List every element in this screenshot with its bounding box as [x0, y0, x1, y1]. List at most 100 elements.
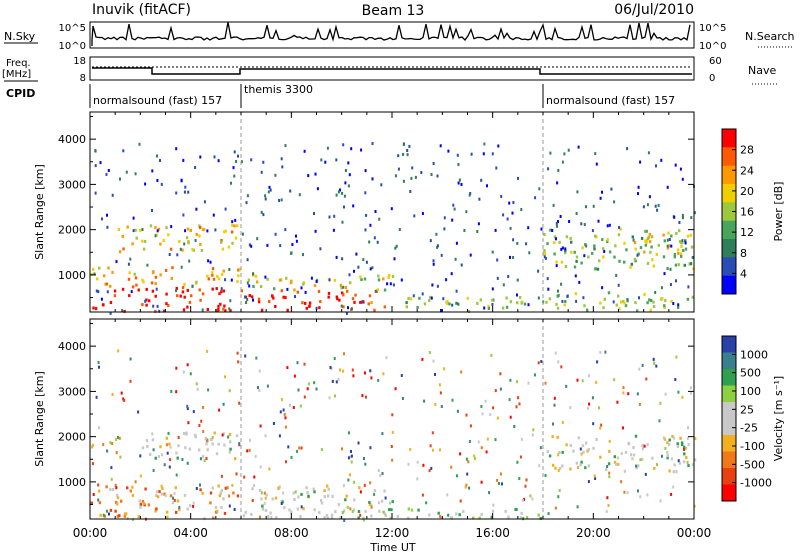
range-gate-cell	[608, 439, 611, 443]
range-gate-cell	[300, 286, 303, 290]
range-gate-cell	[314, 229, 317, 233]
range-gate-cell	[389, 516, 392, 520]
range-gate-cell	[361, 300, 364, 304]
range-gate-cell	[164, 268, 168, 272]
freq-frame	[89, 56, 695, 81]
range-gate-cell	[299, 404, 302, 408]
range-gate-cell	[460, 370, 463, 374]
range-gate-cell	[465, 457, 468, 461]
range-gate-cell	[516, 301, 519, 305]
range-gate-cell	[416, 306, 419, 309]
range-gate-cell	[205, 442, 208, 446]
range-gate-cell	[192, 501, 195, 505]
range-gate-cell	[129, 257, 132, 261]
range-gate-cell	[176, 499, 180, 503]
range-gate-cell	[687, 285, 690, 289]
nsky-tick-bottom: 10^0	[59, 41, 86, 52]
range-gate-cell	[354, 293, 357, 297]
range-gate-cell	[680, 244, 683, 248]
range-gate-cell	[430, 173, 433, 176]
range-gate-cell	[496, 478, 499, 482]
range-gate-cell	[252, 285, 255, 288]
range-gate-cell	[682, 249, 685, 252]
colorbar-swatch	[722, 165, 736, 185]
y-axis-title: Slant Range [km]	[33, 371, 46, 467]
range-gate-cell	[642, 205, 645, 209]
range-gate-cell	[182, 308, 186, 312]
range-gate-cell	[113, 289, 117, 293]
range-gate-cell	[348, 173, 351, 177]
range-gate-cell	[680, 254, 683, 258]
range-gate-cell	[246, 194, 249, 198]
range-gate-cell	[232, 491, 235, 495]
range-gate-cell	[650, 235, 654, 239]
range-gate-cell	[597, 219, 600, 223]
range-gate-cell	[262, 213, 265, 217]
range-gate-cell	[544, 381, 547, 385]
range-gate-cell	[275, 516, 278, 520]
range-gate-cell	[648, 232, 652, 236]
range-gate-cell	[644, 239, 647, 243]
range-gate-cell	[227, 245, 231, 249]
range-gate-cell	[331, 379, 334, 383]
range-gate-cell	[186, 461, 189, 465]
range-gate-cell	[264, 197, 267, 201]
range-gate-cell	[547, 287, 550, 291]
range-gate-cell	[199, 483, 201, 487]
range-gate-cell	[343, 352, 345, 356]
range-gate-cell	[643, 292, 646, 296]
station-title: Inuvik (fitACF)	[92, 2, 191, 18]
range-gate-cell	[374, 210, 377, 213]
range-gate-cell	[414, 175, 417, 179]
range-gate-cell	[119, 177, 121, 181]
range-gate-cell	[570, 240, 573, 244]
nsky-tick-top: 10^5	[59, 23, 86, 34]
range-gate-cell	[481, 412, 484, 416]
range-gate-cell	[323, 495, 326, 499]
range-gate-cell	[655, 164, 657, 168]
range-gate-cell	[607, 504, 610, 507]
range-gate-cell	[491, 298, 494, 302]
range-gate-cell	[687, 464, 690, 468]
range-gate-cell	[199, 298, 202, 302]
range-gate-cell	[439, 448, 441, 452]
range-gate-cell	[443, 367, 446, 371]
range-gate-cell	[320, 499, 322, 502]
range-gate-cell	[160, 182, 163, 186]
range-gate-cell	[385, 356, 388, 360]
colorbar-swatch	[722, 275, 736, 295]
range-gate-cell	[653, 466, 656, 470]
range-gate-cell	[585, 244, 588, 248]
range-gate-cell	[624, 450, 628, 454]
range-gate-cell	[335, 255, 338, 259]
range-gate-cell	[206, 229, 209, 233]
range-gate-cell	[465, 485, 467, 489]
range-gate-cell	[313, 490, 316, 494]
range-gate-cell	[292, 491, 295, 495]
range-gate-cell	[152, 304, 155, 308]
range-gate-cell	[468, 440, 471, 443]
range-gate-cell	[106, 225, 109, 229]
range-gate-cell	[632, 453, 636, 457]
range-gate-cell	[615, 462, 618, 466]
range-gate-cell	[436, 244, 439, 248]
range-gate-cell	[203, 459, 206, 463]
range-gate-cell	[605, 510, 608, 513]
range-gate-cell	[537, 269, 540, 273]
panel-frame	[89, 111, 695, 313]
colorbar-swatch	[722, 257, 736, 277]
range-gate-cell	[313, 284, 317, 288]
range-gate-cell	[634, 434, 638, 438]
range-gate-cell	[395, 244, 398, 248]
range-gate-cell	[109, 441, 112, 445]
range-gate-cell	[125, 170, 128, 174]
range-gate-cell	[599, 301, 602, 305]
range-gate-cell	[540, 360, 543, 363]
range-gate-cell	[376, 288, 380, 292]
range-gate-cell	[565, 235, 569, 239]
range-gate-cell	[319, 300, 322, 304]
range-gate-cell	[516, 293, 518, 297]
range-gate-cell	[383, 305, 386, 309]
range-gate-cell	[110, 477, 113, 481]
range-gate-cell	[633, 241, 637, 245]
